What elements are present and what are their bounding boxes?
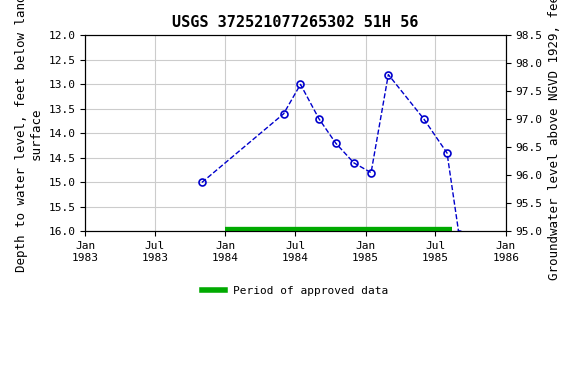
Legend: Period of approved data: Period of approved data xyxy=(198,281,393,300)
Y-axis label: Groundwater level above NGVD 1929, feet: Groundwater level above NGVD 1929, feet xyxy=(548,0,561,280)
Title: USGS 372521077265302 51H 56: USGS 372521077265302 51H 56 xyxy=(172,15,419,30)
Y-axis label: Depth to water level, feet below land
surface: Depth to water level, feet below land su… xyxy=(15,0,43,272)
